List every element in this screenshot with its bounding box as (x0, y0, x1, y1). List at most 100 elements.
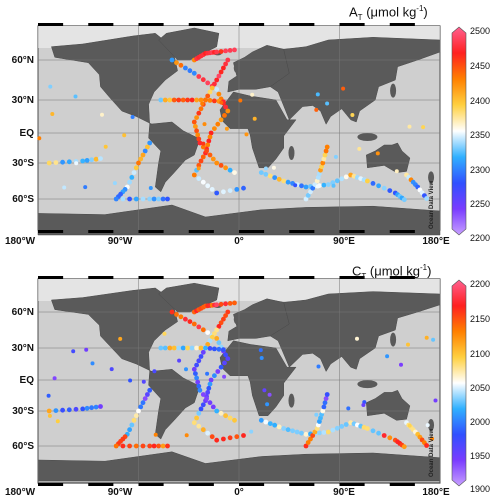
sample-point (176, 345, 182, 351)
sample-point (387, 435, 393, 441)
sample-point (53, 160, 59, 166)
sample-point (305, 440, 311, 445)
sample-point (381, 185, 387, 191)
sample-point (189, 345, 195, 351)
sample-point (162, 345, 168, 351)
lat-label-30s: 30°S (12, 406, 34, 417)
sample-point (334, 425, 340, 431)
sample-point (53, 408, 59, 413)
colorbar-tick: 2150 (470, 314, 491, 324)
sample-point (184, 433, 189, 438)
frame-tick (339, 23, 365, 26)
sample-point (156, 443, 162, 449)
sample-point (244, 132, 249, 137)
sample-point (212, 126, 217, 131)
sample-point (196, 410, 202, 416)
sample-point (198, 345, 204, 351)
sample-point (196, 176, 202, 182)
sample-point (162, 331, 167, 336)
sample-point (151, 443, 157, 449)
colorbar-tick: 2350 (470, 130, 491, 140)
sample-point (271, 165, 276, 170)
lon-label-180w: 180°W (4, 236, 36, 247)
sample-point (209, 434, 215, 440)
sample-point (207, 338, 213, 344)
uk-landmass (233, 314, 240, 325)
sample-point (290, 428, 295, 434)
sample-point (183, 316, 188, 322)
new-zealand-landmass (428, 419, 435, 431)
sample-point (138, 404, 144, 410)
sample-point (267, 173, 273, 179)
sample-point (265, 402, 270, 407)
sample-point (194, 415, 200, 421)
sample-point (317, 430, 322, 436)
sample-point (131, 170, 137, 176)
sample-point (207, 134, 213, 140)
sample-point (93, 404, 99, 410)
sample-point (407, 423, 412, 428)
sample-point (214, 327, 220, 333)
sample-point (198, 106, 204, 112)
sample-point (216, 340, 222, 346)
sample-point (325, 182, 331, 188)
frame-tick (138, 276, 164, 279)
sample-point (136, 160, 141, 166)
sample-point (227, 188, 233, 194)
sample-point (299, 183, 304, 189)
sample-point (142, 148, 148, 154)
sample-point (249, 429, 254, 434)
sample-point (128, 378, 133, 383)
sample-point (218, 410, 224, 416)
sample-point (272, 175, 278, 181)
madagascar-landmass (288, 146, 295, 160)
sample-point (370, 428, 376, 434)
sample-point (218, 364, 224, 370)
sample-point (225, 356, 231, 362)
sample-point (73, 94, 78, 99)
frame-tick (289, 230, 315, 233)
sample-point (66, 407, 72, 413)
sample-point (120, 443, 126, 449)
sample-point (365, 178, 370, 184)
sample-point (394, 169, 399, 174)
indonesia-landmass (357, 133, 378, 141)
sample-point (80, 158, 86, 164)
colorbar-tick: 2100 (470, 349, 491, 359)
lat-label-eq: EQ (19, 375, 34, 386)
sample-point (205, 371, 210, 376)
sample-point (195, 379, 201, 385)
alkalinity-map (37, 23, 467, 236)
sample-point (223, 352, 229, 358)
sample-point (314, 107, 319, 112)
sample-point (263, 166, 268, 171)
sample-point (218, 320, 224, 326)
sample-point (343, 422, 349, 427)
sample-point (205, 330, 211, 335)
sample-point (227, 435, 233, 441)
europe-landmass (227, 298, 290, 342)
sample-point (312, 429, 318, 435)
sample-point (178, 62, 184, 68)
sample-point (73, 406, 79, 412)
frame-tick (289, 276, 315, 279)
sample-point (185, 345, 191, 351)
sample-point (321, 404, 327, 410)
sample-point (196, 324, 202, 330)
sample-point (406, 342, 410, 347)
sample-point (191, 70, 197, 76)
sample-point (145, 392, 150, 397)
australia-landmass (366, 389, 411, 421)
sample-point (200, 327, 206, 333)
sample-point (129, 422, 135, 428)
sample-point (321, 182, 327, 188)
sample-point (227, 301, 233, 306)
colorbar-tick: 1900 (470, 484, 491, 494)
sample-point (93, 156, 99, 162)
sample-point (223, 313, 229, 318)
frame-tick (138, 23, 164, 26)
sample-point (201, 141, 206, 146)
sample-point (343, 174, 349, 180)
sample-point (200, 179, 206, 185)
sample-point (216, 324, 222, 329)
